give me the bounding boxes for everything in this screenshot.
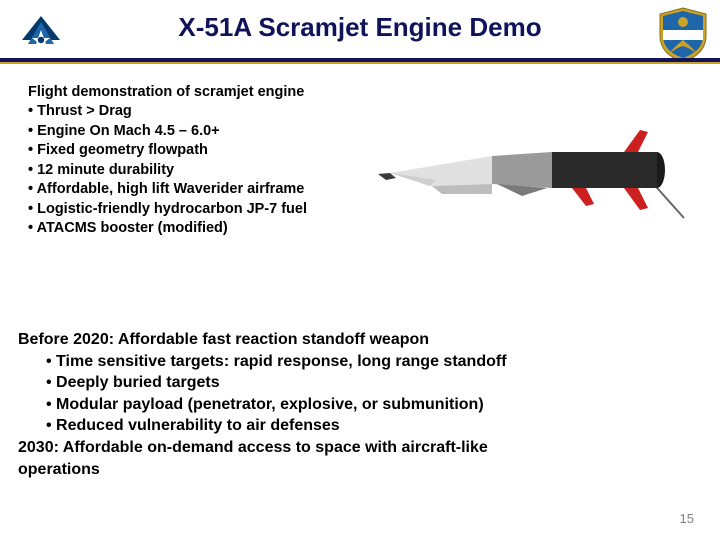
list-item: Modular payload (penetrator, explosive, … — [46, 394, 698, 416]
section-1-heading: Flight demonstration of scramjet engine — [28, 84, 698, 100]
header-rule — [0, 58, 720, 64]
section-2: Before 2020: Affordable fast reaction st… — [18, 329, 698, 480]
section-2-heading-2: 2030: Affordable on-demand access to spa… — [18, 437, 698, 459]
list-item: Deeply buried targets — [46, 372, 698, 394]
list-item: Time sensitive targets: rapid response, … — [46, 351, 698, 373]
afrl-shield-icon — [656, 6, 710, 64]
slide-header: X-51A Scramjet Engine Demo — [0, 0, 720, 72]
section-2-heading-2-cont: operations — [18, 459, 698, 481]
section-2-heading-1: Before 2020: Affordable fast reaction st… — [18, 329, 698, 351]
usaf-wings-logo — [10, 10, 72, 54]
list-item: Reduced vulnerability to air defenses — [46, 415, 698, 437]
page-number: 15 — [680, 511, 694, 526]
slide-title: X-51A Scramjet Engine Demo — [0, 12, 720, 43]
section-2-list-1: Time sensitive targets: rapid response, … — [46, 351, 698, 437]
x51a-vehicle-illustration — [372, 110, 702, 230]
